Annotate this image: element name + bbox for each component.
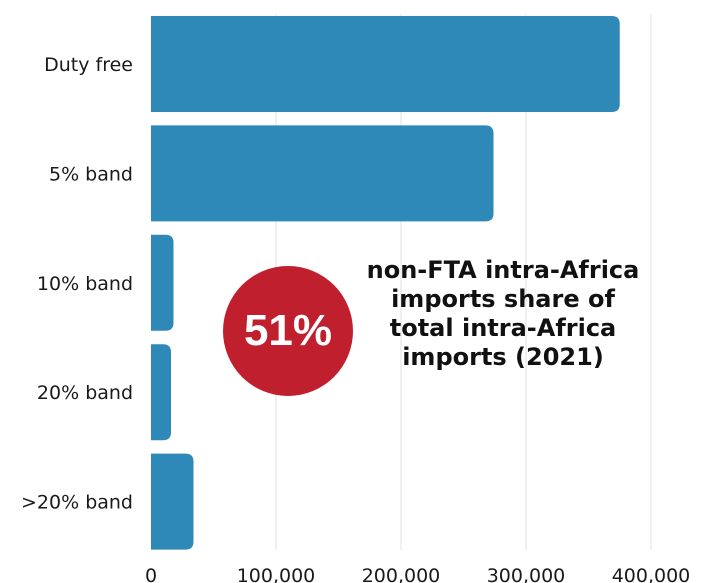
- x-tick-label: 400,000: [612, 565, 691, 583]
- share-value: 51%: [243, 306, 333, 355]
- bar: [151, 344, 171, 441]
- bars: [151, 16, 620, 550]
- bar: [151, 125, 494, 222]
- category-labels: Duty free 5% band 10% band 20% band >20% ban…: [21, 54, 133, 514]
- bar: [151, 453, 194, 550]
- callout-text: non-FTA intra-Africa imports share of to…: [366, 256, 640, 371]
- x-tick-labels: 0 100,000 200,000 300,000 400,000: [145, 565, 690, 583]
- bar: [151, 16, 620, 112]
- x-tick-label: 300,000: [487, 565, 566, 583]
- x-tick-label: 200,000: [362, 565, 441, 583]
- category-label: 20% band: [37, 382, 133, 404]
- category-label: 5% band: [49, 163, 133, 185]
- x-tick-label: 0: [145, 565, 157, 583]
- x-tick-label: 100,000: [237, 565, 316, 583]
- category-label: 10% band: [37, 273, 133, 295]
- category-label: >20% band: [21, 492, 133, 514]
- bar: [151, 234, 174, 331]
- share-badge: 51%: [223, 266, 353, 396]
- category-label: Duty free: [44, 54, 133, 76]
